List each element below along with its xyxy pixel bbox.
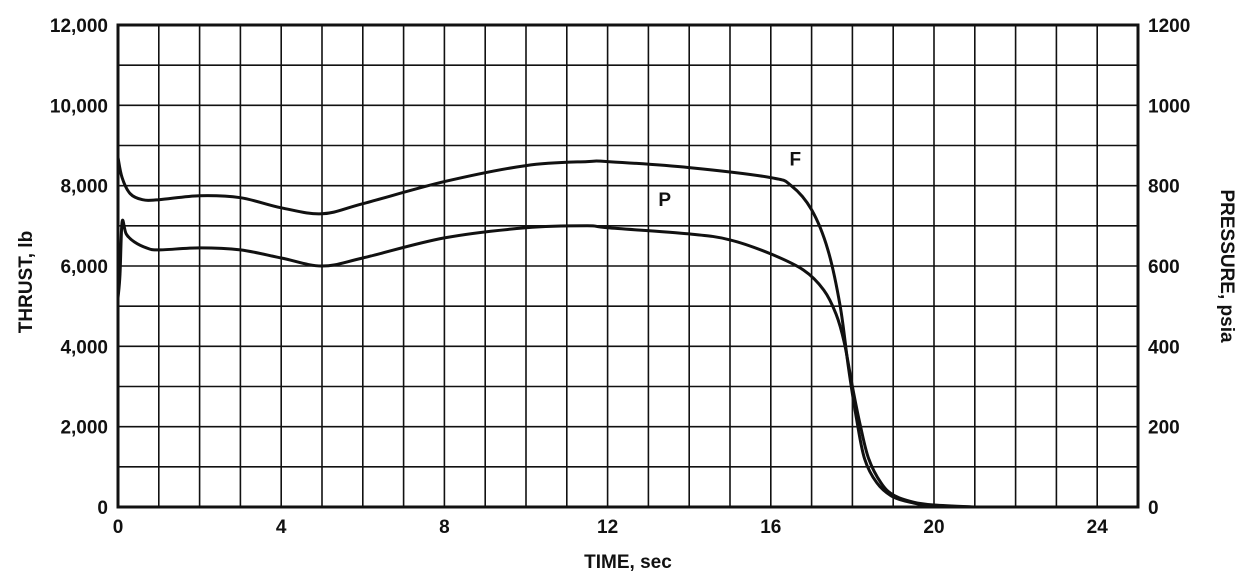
x-tick-label: 20 xyxy=(923,517,944,538)
y-tick-label-right: 1000 xyxy=(1148,96,1190,117)
y-tick-label-left: 4,000 xyxy=(60,337,108,358)
y-tick-label-right: 0 xyxy=(1148,498,1159,519)
curve-label-bg xyxy=(785,147,808,172)
y-tick-label-left: 0 xyxy=(97,498,108,519)
y-tick-label-left: 8,000 xyxy=(60,177,108,198)
y-tick-label-left: 2,000 xyxy=(60,418,108,439)
curve-label-p: P xyxy=(658,190,671,211)
x-axis-label: TIME, sec xyxy=(584,552,672,573)
series-p-line xyxy=(116,218,977,509)
grid-lines xyxy=(117,24,1139,508)
curve-label-f: F xyxy=(789,150,801,171)
x-tick-label: 0 xyxy=(113,517,124,538)
y-axis-label-right: PRESSURE, psia xyxy=(1216,189,1237,343)
series-lines xyxy=(116,156,977,509)
y-tick-label-right: 1200 xyxy=(1148,16,1190,37)
y-tick-label-left: 6,000 xyxy=(60,257,108,278)
y-tick-label-left: 10,000 xyxy=(50,96,108,117)
curve-label-bg xyxy=(654,187,677,212)
curve-labels: FP xyxy=(654,147,808,212)
x-tick-label: 4 xyxy=(276,517,287,538)
y-tick-label-right: 800 xyxy=(1148,177,1180,198)
y-tick-label-right: 400 xyxy=(1148,337,1180,358)
x-tick-label: 8 xyxy=(439,517,450,538)
x-tick-label: 24 xyxy=(1087,517,1109,538)
plot-frame xyxy=(116,23,1140,509)
y-tick-label-right: 600 xyxy=(1148,257,1180,278)
series-f-line xyxy=(116,156,977,509)
x-tick-label: 12 xyxy=(597,517,618,538)
tick-labels: 0 4 8 12 16 20 24 0 2,000 4,000 6,000 8,000 10,000 12… xyxy=(50,16,1190,538)
y-tick-label-right: 200 xyxy=(1148,418,1180,439)
x-tick-label: 16 xyxy=(760,517,781,538)
y-axis-label-left: THRUST, lb xyxy=(16,231,37,333)
y-tick-label-left: 12,000 xyxy=(50,16,108,37)
